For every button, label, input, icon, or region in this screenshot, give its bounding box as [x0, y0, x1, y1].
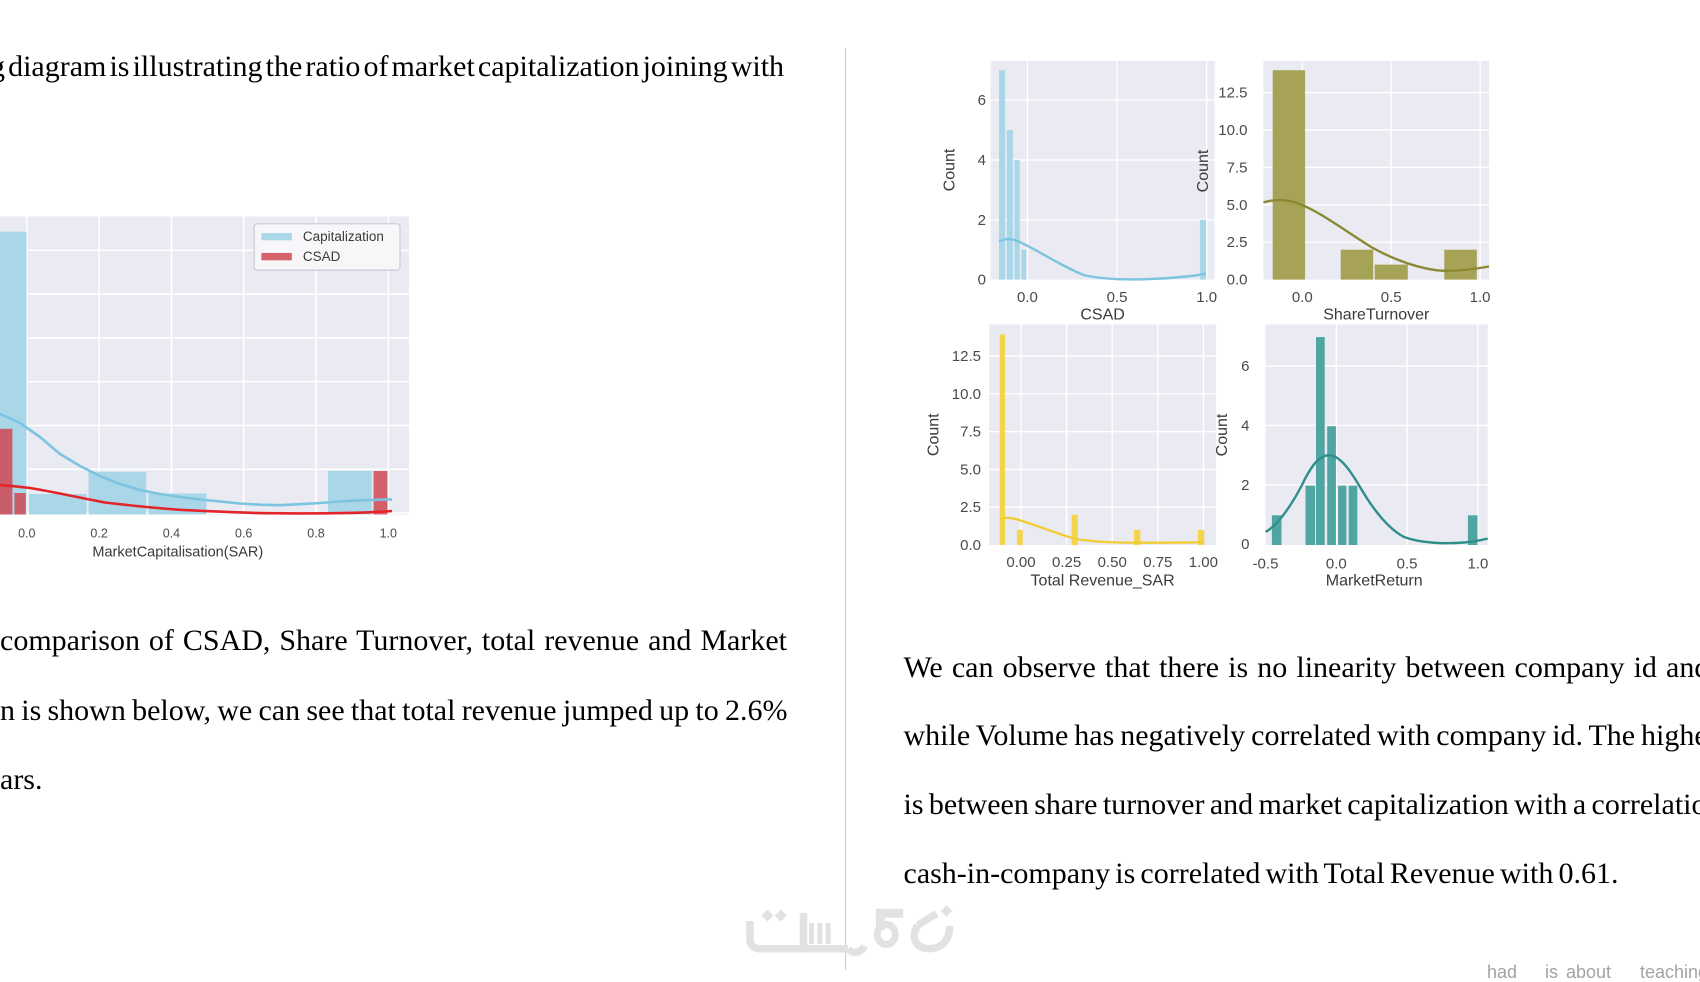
svg-text:2.5: 2.5	[960, 499, 981, 516]
svg-text:Capitalization: Capitalization	[303, 229, 384, 244]
svg-text:1.0: 1.0	[1196, 289, 1217, 306]
svg-text:0.50: 0.50	[1098, 554, 1127, 571]
svg-text:Total Revenue_SAR: Total Revenue_SAR	[1031, 573, 1175, 590]
svg-text:1.0: 1.0	[1470, 289, 1491, 306]
svg-text:0.75: 0.75	[1143, 554, 1172, 571]
svg-text:Count: Count	[1195, 149, 1212, 192]
svg-text:0.5: 0.5	[1107, 289, 1128, 306]
svg-text:0.0: 0.0	[1227, 272, 1248, 289]
svg-text:0.25: 0.25	[1052, 554, 1081, 571]
svg-text:6: 6	[978, 92, 986, 109]
svg-text:12.5: 12.5	[952, 348, 981, 365]
svg-text:2: 2	[1241, 477, 1249, 494]
svg-text:MarketReturn: MarketReturn	[1326, 573, 1423, 590]
svg-text:4: 4	[978, 152, 986, 169]
svg-text:0.0: 0.0	[1292, 289, 1313, 306]
svg-text:0.5: 0.5	[1381, 289, 1402, 306]
svg-text:0.0: 0.0	[960, 537, 981, 554]
svg-text:Count: Count	[942, 148, 959, 191]
svg-text:0.0: 0.0	[18, 527, 35, 541]
svg-text:4: 4	[1241, 417, 1249, 434]
svg-text:0.2: 0.2	[90, 527, 107, 541]
svg-text:-0.5: -0.5	[1253, 556, 1279, 573]
svg-text:0.0: 0.0	[1017, 289, 1038, 306]
svg-text:0.6: 0.6	[235, 527, 252, 541]
svg-text:Count: Count	[1214, 413, 1231, 456]
svg-text:1.0: 1.0	[380, 527, 397, 541]
svg-text:7.5: 7.5	[960, 424, 981, 441]
svg-text:0.00: 0.00	[1006, 554, 1035, 571]
svg-text:7.5: 7.5	[1227, 159, 1248, 176]
svg-text:10.0: 10.0	[952, 386, 981, 403]
svg-text:ShareTurnover: ShareTurnover	[1323, 307, 1430, 324]
svg-text:0: 0	[978, 272, 986, 289]
svg-text:CSAD: CSAD	[303, 249, 341, 264]
svg-text:0.8: 0.8	[307, 527, 324, 541]
svg-text:0.5: 0.5	[1397, 556, 1418, 573]
svg-text:2.5: 2.5	[1227, 234, 1248, 251]
svg-text:0.4: 0.4	[163, 527, 180, 541]
svg-text:5.0: 5.0	[1227, 197, 1248, 214]
svg-text:10.0: 10.0	[1218, 122, 1247, 139]
svg-text:CSAD: CSAD	[1080, 307, 1124, 324]
svg-text:0.0: 0.0	[1326, 556, 1347, 573]
svg-text:1.00: 1.00	[1189, 554, 1218, 571]
svg-text:MarketCapitalisation(SAR): MarketCapitalisation(SAR)	[92, 545, 263, 561]
svg-text:5.0: 5.0	[960, 461, 981, 478]
svg-text:6: 6	[1241, 358, 1249, 375]
svg-text:1.0: 1.0	[1467, 556, 1488, 573]
svg-text:12.5: 12.5	[1218, 85, 1247, 102]
svg-text:0: 0	[1241, 536, 1249, 553]
svg-text:2: 2	[978, 212, 986, 229]
svg-text:Count: Count	[925, 413, 942, 456]
